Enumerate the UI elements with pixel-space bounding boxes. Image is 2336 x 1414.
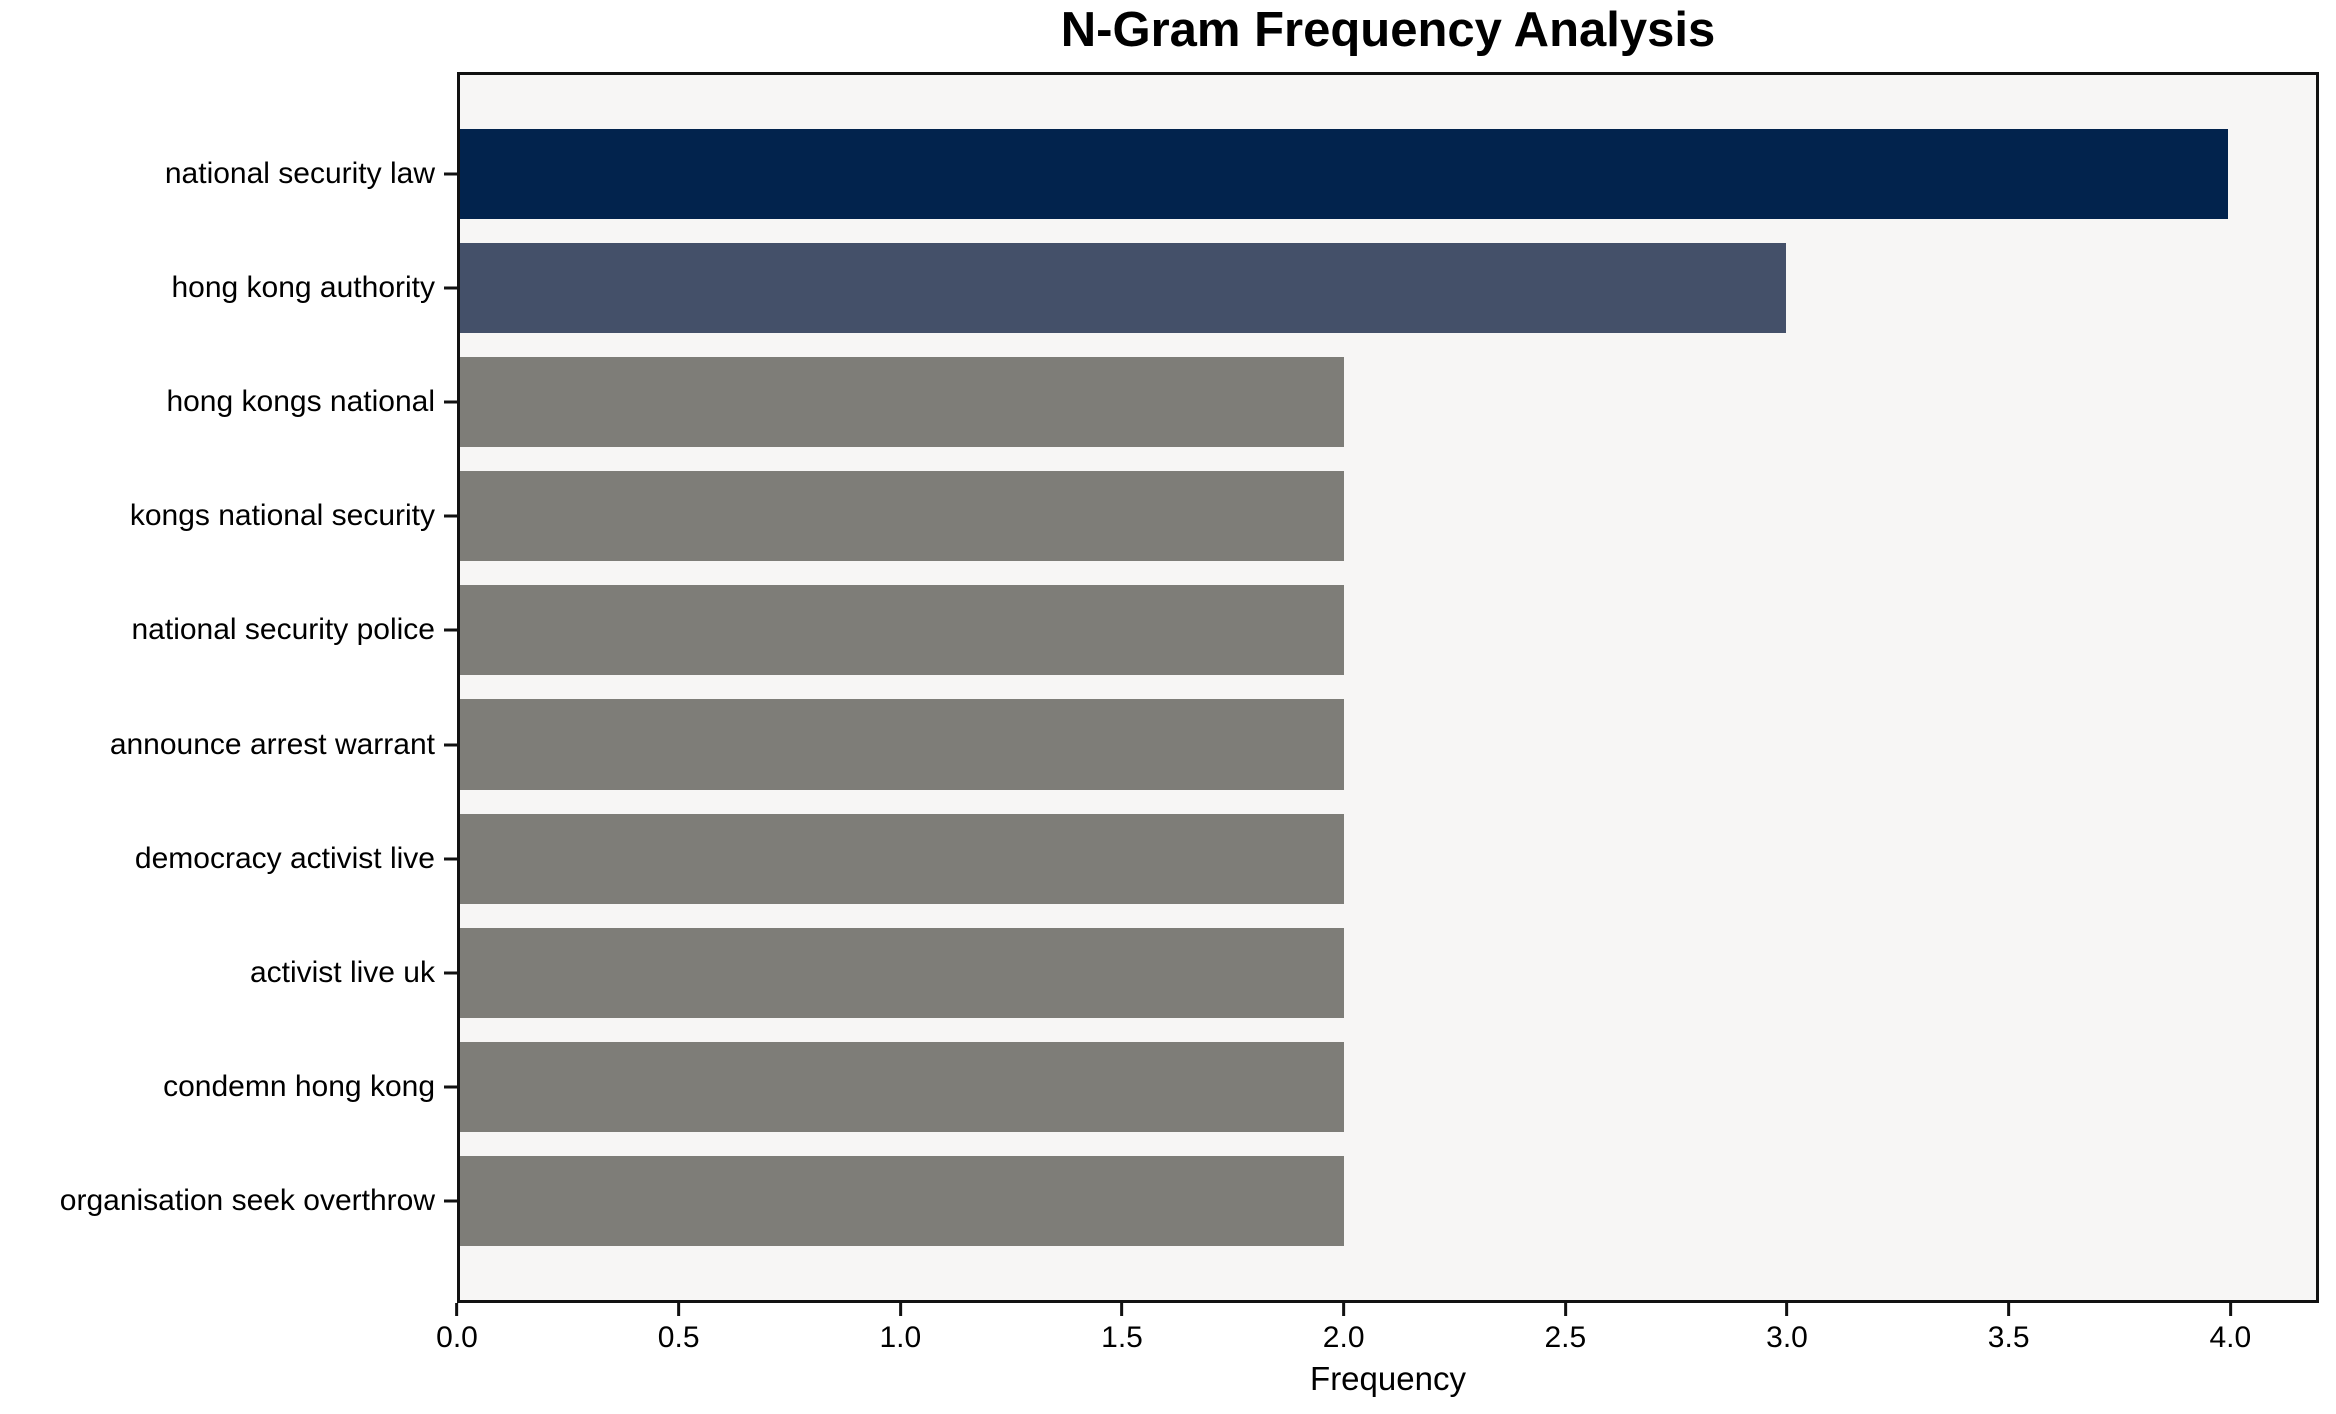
- y-tick-mark: [444, 628, 457, 632]
- frequency-bar: [460, 243, 1786, 334]
- y-category-label: condemn hong kong: [163, 1069, 435, 1103]
- frequency-bar: [460, 128, 2228, 220]
- y-tick-mark: [444, 514, 457, 518]
- bar-row: kongs national security: [130, 459, 2316, 573]
- frequency-bar: [460, 1041, 1344, 1132]
- frequency-bar: [460, 699, 1344, 790]
- y-tick-mark: [444, 172, 457, 176]
- y-category-label: democracy activist live: [134, 841, 435, 875]
- x-tick-label: 0.0: [436, 1321, 478, 1354]
- y-tick-mark: [444, 971, 457, 975]
- x-tick-label: 4.0: [2209, 1321, 2252, 1354]
- y-tick-mark: [444, 743, 457, 747]
- frequency-bar: [460, 1155, 1344, 1246]
- x-tick: 1.0: [879, 1303, 921, 1353]
- x-tick-mark: [1785, 1303, 1789, 1316]
- bar-row: national security law: [165, 117, 2316, 231]
- frequency-bar: [460, 927, 1344, 1018]
- frequency-bar: [460, 471, 1344, 562]
- bars-container: national security law hong kong authority…: [60, 75, 2316, 1300]
- bar-row: activist live uk: [250, 916, 2316, 1030]
- x-tick-label: 1.5: [1101, 1321, 1143, 1354]
- y-category-label: hong kong authority: [171, 271, 435, 305]
- x-tick-label: 0.5: [657, 1321, 700, 1354]
- x-axis: 0.0 0.5 1.0 1.5 2.0 2.5 3.0 3.5 4.0: [436, 1303, 2319, 1373]
- frequency-bar: [460, 357, 1344, 448]
- bar-row: democracy activist live: [135, 802, 2316, 916]
- y-category-label: kongs national security: [129, 499, 435, 533]
- x-tick-label: 2.0: [1322, 1321, 1365, 1354]
- x-tick-mark: [455, 1303, 459, 1316]
- x-tick-mark: [1342, 1303, 1346, 1316]
- y-category-label: announce arrest warrant: [109, 727, 435, 761]
- y-category-label: activist live uk: [249, 955, 435, 989]
- frequency-bar: [460, 813, 1344, 904]
- x-tick-mark: [677, 1303, 681, 1316]
- frequency-bar: [460, 585, 1344, 676]
- x-tick: 0.5: [658, 1303, 700, 1353]
- bar-row: condemn hong kong: [163, 1030, 2316, 1144]
- x-tick: 2.0: [1323, 1303, 1365, 1353]
- x-tick-mark: [898, 1303, 902, 1316]
- bar-row: announce arrest warrant: [110, 687, 2316, 801]
- y-tick-mark: [444, 857, 457, 861]
- y-category-label: hong kongs national: [166, 385, 435, 419]
- x-tick: 3.0: [1766, 1303, 1808, 1353]
- x-tick-mark: [2228, 1303, 2232, 1316]
- x-tick: 4.0: [2209, 1303, 2251, 1353]
- x-tick-mark: [1563, 1303, 1567, 1316]
- bar-row: hong kongs national: [166, 345, 2316, 459]
- y-category-label: national security police: [131, 613, 435, 647]
- x-tick-label: 3.5: [1987, 1321, 2030, 1354]
- bar-row: hong kong authority: [171, 231, 2316, 345]
- y-tick-mark: [444, 286, 457, 290]
- y-tick-mark: [444, 400, 457, 404]
- y-category-label: organisation seek overthrow: [59, 1183, 435, 1217]
- x-tick-label: 3.0: [1766, 1321, 1808, 1354]
- bar-row: organisation seek overthrow: [60, 1144, 2316, 1258]
- x-tick-label: 1.0: [879, 1321, 922, 1354]
- y-tick-mark: [444, 1085, 457, 1089]
- y-tick-mark: [444, 1199, 457, 1203]
- chart-title: N-Gram Frequency Analysis: [1060, 3, 1716, 57]
- x-tick: 3.5: [1988, 1303, 2030, 1353]
- plot-area: national security law hong kong authority…: [60, 72, 2319, 1303]
- x-tick: 1.5: [1101, 1303, 1143, 1353]
- x-tick: 2.5: [1544, 1303, 1586, 1353]
- x-tick: 0.0: [436, 1303, 478, 1353]
- x-tick-label: 2.5: [1544, 1321, 1587, 1354]
- x-tick-mark: [1120, 1303, 1124, 1316]
- bar-row: national security police: [131, 573, 2316, 687]
- x-axis-label: Frequency: [1310, 1360, 1466, 1397]
- x-tick-mark: [2007, 1303, 2011, 1316]
- y-category-label: national security law: [164, 157, 435, 191]
